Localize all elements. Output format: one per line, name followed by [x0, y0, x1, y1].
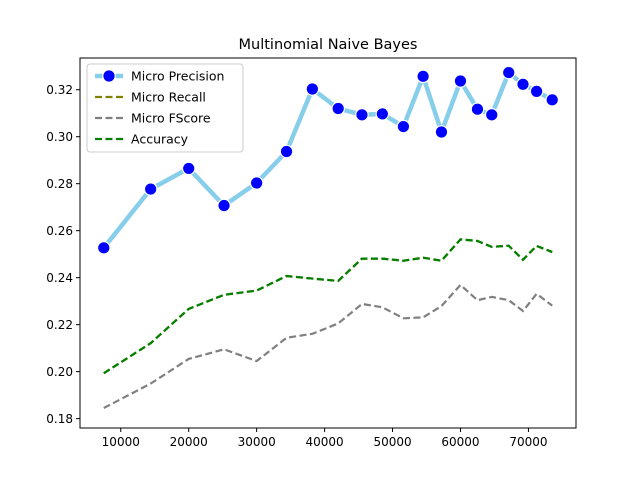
data-point-micro-precision [396, 119, 411, 134]
plot-area [96, 65, 560, 410]
data-point-micro-precision [416, 69, 430, 84]
series-line-micro-fscore [103, 283, 553, 410]
x-tick-label: 10000 [102, 435, 140, 449]
data-point-micro-precision [181, 161, 196, 176]
series-line-accuracy [103, 238, 553, 375]
data-point-micro-precision [484, 108, 499, 122]
x-axis: 10000 20000 30000 40000 50000 60000 70000 [102, 428, 548, 449]
y-tick-label: 0.30 [46, 130, 73, 144]
chart-title: Multinomial Naive Bayes [239, 37, 418, 53]
legend-marker-micro-precision [102, 69, 116, 83]
data-point-micro-precision [249, 176, 264, 190]
y-tick-label: 0.20 [46, 365, 73, 379]
y-tick-label: 0.32 [46, 83, 73, 97]
y-tick-label: 0.18 [46, 412, 73, 426]
axes-frame [79, 57, 577, 429]
x-tick-label: 70000 [509, 435, 547, 449]
data-point-micro-precision [143, 182, 158, 196]
y-tick-label: 0.24 [46, 271, 73, 285]
y-tick-label: 0.26 [46, 224, 73, 238]
data-point-micro-precision [516, 77, 530, 92]
y-axis: 0.18 0.20 0.22 0.24 0.26 0.28 0.30 0.32 [46, 83, 80, 426]
data-point-micro-precision [545, 93, 560, 107]
x-tick-label: 50000 [373, 435, 411, 449]
data-point-micro-precision [434, 125, 449, 139]
data-point-micro-precision [217, 198, 231, 213]
legend-label-micro-precision: Micro Precision [131, 69, 224, 84]
x-tick-label: 30000 [238, 435, 276, 449]
x-tick-label: 60000 [441, 435, 479, 449]
data-point-micro-precision [501, 65, 516, 80]
data-point-micro-precision [331, 101, 345, 116]
y-tick-label: 0.28 [46, 177, 73, 191]
series-line-micro-recall [103, 238, 553, 375]
data-point-micro-precision [279, 144, 294, 159]
legend-box [86, 63, 244, 153]
legend-label-micro-fscore: Micro FScore [131, 111, 211, 126]
data-point-micro-precision [375, 107, 390, 121]
x-tick-label: 40000 [306, 435, 344, 449]
data-point-micro-precision [470, 102, 485, 117]
data-point-micro-precision [355, 108, 369, 122]
x-tick-label: 20000 [170, 435, 208, 449]
data-point-micro-precision [529, 84, 544, 99]
legend: Micro Precision Micro Recall Micro FScore A… [86, 63, 244, 153]
legend-label-micro-recall: Micro Recall [131, 90, 206, 105]
data-point-micro-precision [453, 74, 468, 88]
y-tick-label: 0.22 [46, 318, 73, 332]
data-point-micro-precision [305, 82, 320, 96]
legend-label-accuracy: Accuracy [131, 132, 189, 147]
data-point-micro-precision [96, 241, 111, 255]
